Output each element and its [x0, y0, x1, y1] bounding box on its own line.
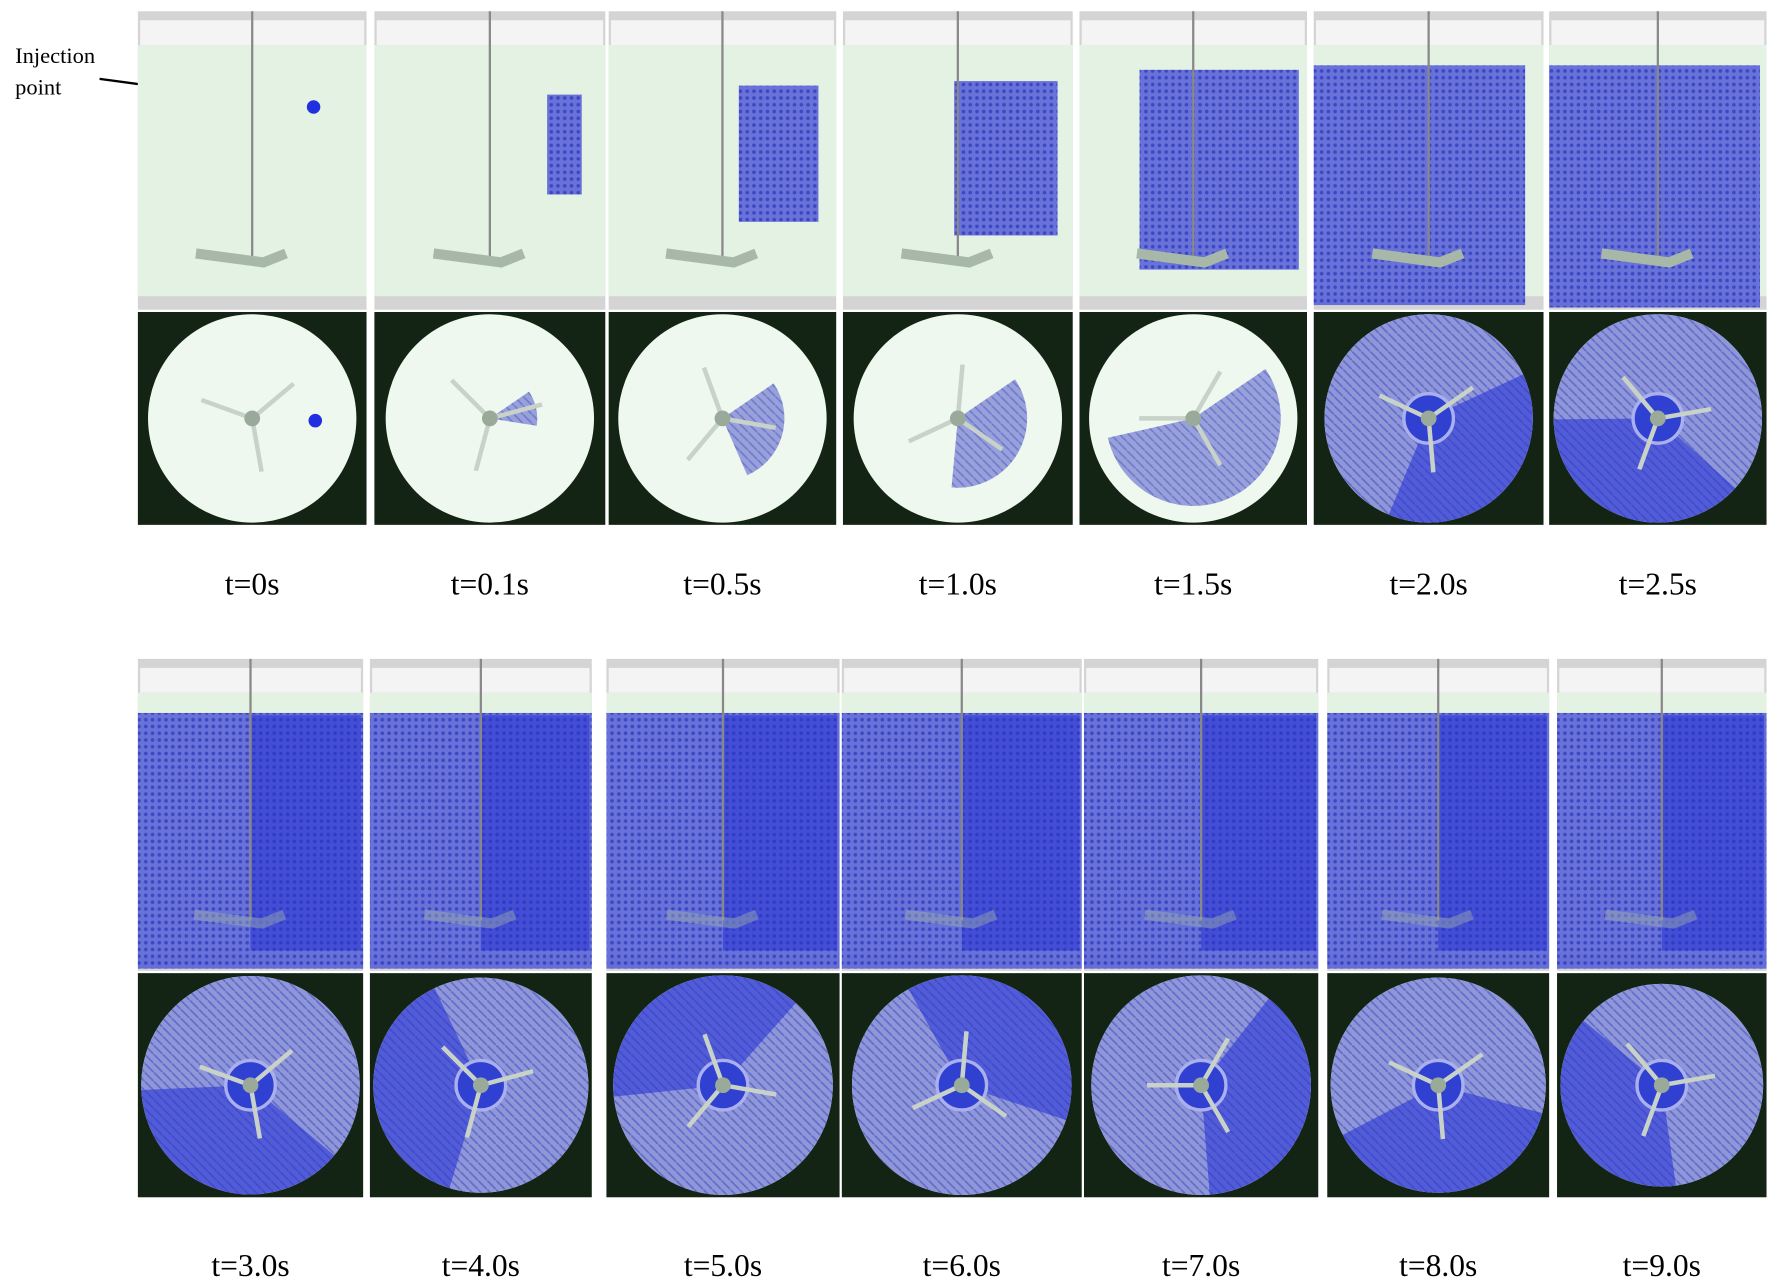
tracer-side — [954, 81, 1057, 235]
tracer-side — [1140, 70, 1299, 270]
time-label: t=0.1s — [451, 567, 529, 602]
tracer-dense — [1438, 715, 1547, 950]
hub — [1421, 411, 1437, 427]
annotation-line: Injection — [15, 43, 95, 68]
time-label: t=0.5s — [683, 567, 761, 602]
tracer-dense — [1201, 715, 1316, 950]
tracer-dense — [723, 715, 837, 950]
annotation-line: point — [15, 75, 62, 100]
hub — [715, 1077, 731, 1093]
time-label: t=5.0s — [684, 1248, 762, 1283]
hub — [954, 1077, 970, 1093]
tracer-dense — [251, 715, 361, 950]
hub — [1650, 411, 1666, 427]
tracer — [309, 414, 323, 428]
hub — [715, 411, 731, 427]
page: Injection point t=0s t=0.1s t=0.5s t=1.0s t=… — [0, 0, 1767, 1284]
time-label: t=1.0s — [919, 567, 997, 602]
hub — [1193, 1077, 1209, 1093]
tracer — [307, 100, 321, 114]
time-label: t=8.0s — [1399, 1248, 1477, 1283]
hub — [473, 1077, 489, 1093]
hub — [950, 411, 966, 427]
figure: Injection point t=0s t=0.1s t=0.5s t=1.0s t=… — [0, 0, 1767, 1284]
hub — [1654, 1077, 1670, 1093]
hub — [482, 411, 498, 427]
time-label: t=2.0s — [1390, 567, 1468, 602]
time-label: t=0s — [225, 567, 280, 602]
time-label: t=1.5s — [1154, 567, 1232, 602]
time-label: t=7.0s — [1162, 1248, 1240, 1283]
tracer-side — [739, 86, 819, 222]
time-label: t=2.5s — [1619, 567, 1697, 602]
tracer-side — [1549, 65, 1760, 307]
tracer-dense — [962, 715, 1080, 950]
time-label: t=9.0s — [1623, 1248, 1701, 1283]
hub — [244, 411, 260, 427]
time-label: t=6.0s — [923, 1248, 1001, 1283]
tracer-side — [1314, 65, 1525, 305]
hub — [1185, 411, 1201, 427]
time-label: t=4.0s — [442, 1248, 520, 1283]
tracer-dense — [481, 715, 590, 950]
time-label: t=3.0s — [211, 1248, 289, 1283]
hub — [1430, 1077, 1446, 1093]
hub — [243, 1077, 259, 1093]
tracer-side — [547, 95, 582, 195]
tracer-dense — [1662, 715, 1764, 950]
